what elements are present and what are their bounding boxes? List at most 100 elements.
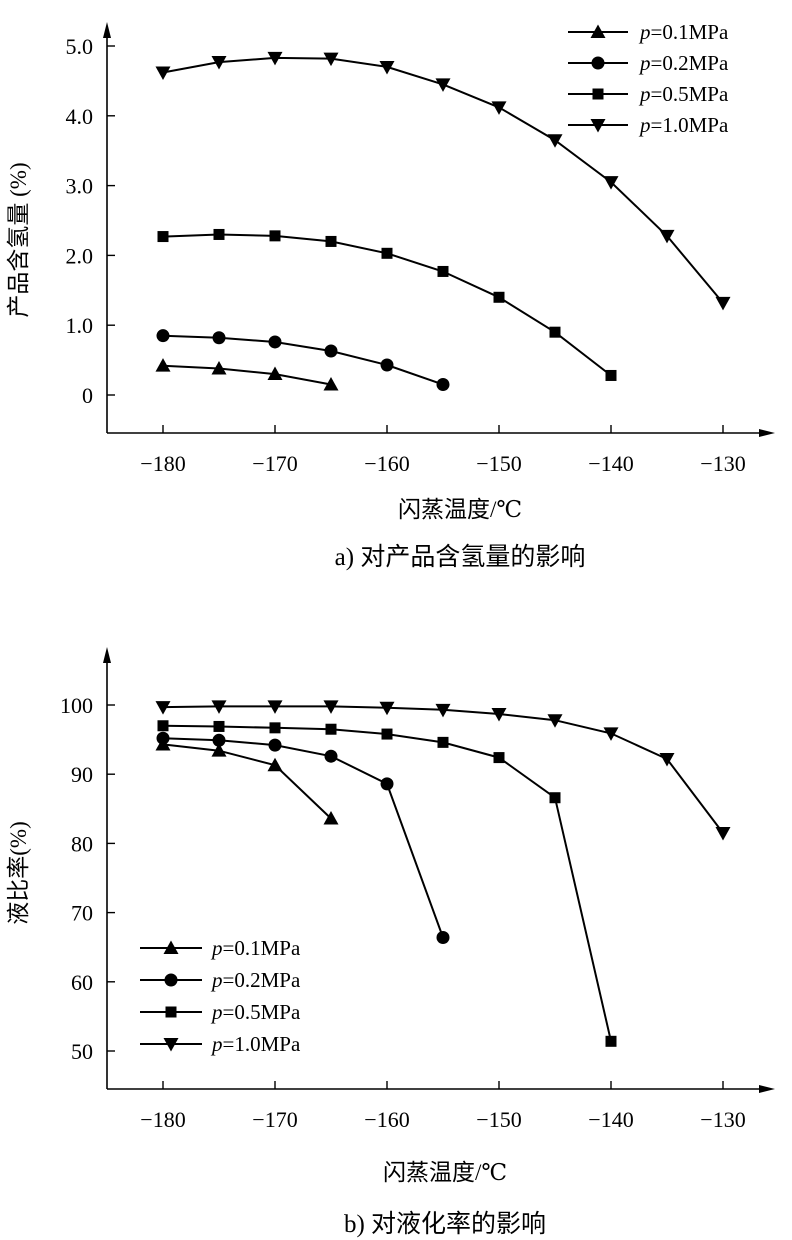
data-point: [379, 60, 395, 75]
data-point: [491, 707, 507, 722]
legend-marker: [590, 119, 606, 133]
legend-entry: p=0.2MPa: [638, 51, 729, 75]
panel-a-hydrogen-content: −180 −170 −160 −150 −140 −130 0 1.0 2.0 3.0 4.0 5.0…: [6, 20, 775, 571]
data-point: [324, 749, 338, 763]
data-point: [268, 738, 282, 752]
y-tick-label: 60: [71, 970, 93, 995]
data-point: [155, 358, 171, 372]
data-point: [156, 329, 170, 343]
data-point: [381, 247, 393, 259]
legend-entry: p=1.0MPa: [638, 113, 729, 137]
series-line: [162, 724, 612, 1042]
data-point: [547, 134, 563, 148]
legend-marker: [591, 56, 605, 70]
data-point: [212, 733, 226, 747]
data-point: [323, 52, 339, 67]
data-point: [211, 743, 227, 757]
data-point: [268, 335, 282, 349]
x-tick-label: −180: [140, 451, 185, 476]
series-line: [162, 743, 332, 820]
x-tick-label: −150: [476, 1107, 521, 1132]
legend-entry: p=0.2MPa: [210, 968, 301, 992]
data-point: [325, 235, 337, 247]
data-point: [155, 701, 171, 715]
panel-caption: a) 对产品含氢量的影响: [335, 543, 586, 571]
data-point: [493, 291, 505, 303]
y-tick-label: 50: [71, 1039, 93, 1064]
x-axis-arrow-icon: [759, 1085, 775, 1093]
data-point: [659, 229, 675, 244]
data-point: [437, 736, 449, 748]
panel-b-liquefaction-rate: −180 −170 −160 −150 −140 −130 50 60 70 80 90 100 p=0…: [6, 647, 775, 1238]
data-point: [323, 810, 339, 825]
x-tick-label: −170: [252, 1107, 297, 1132]
data-point: [211, 360, 227, 375]
data-point: [156, 731, 170, 745]
data-point: [211, 700, 227, 714]
data-point: [269, 230, 281, 242]
x-axis-title: 闪蒸温度/℃: [383, 1160, 507, 1185]
data-point: [323, 700, 339, 714]
y-tick-label: 5.0: [66, 34, 94, 59]
data-point: [157, 720, 169, 732]
data-point: [605, 1035, 617, 1047]
data-point: [212, 331, 226, 345]
data-point: [380, 777, 394, 791]
data-point: [267, 366, 283, 381]
data-point: [323, 377, 339, 391]
data-point: [436, 931, 450, 945]
x-tick-label: −130: [700, 451, 745, 476]
data-point: [493, 752, 505, 764]
data-point: [715, 827, 731, 841]
data-point: [605, 369, 617, 381]
y-tick-label: 4.0: [66, 104, 94, 129]
y-tick-label: 70: [71, 901, 93, 926]
data-point: [547, 714, 563, 728]
y-axis-title: 产品含氢量 (%): [6, 162, 31, 317]
data-point: [435, 78, 451, 92]
data-point: [437, 265, 449, 277]
x-tick-label: −160: [364, 451, 409, 476]
data-point: [549, 326, 561, 338]
data-point: [213, 720, 225, 732]
data-point: [157, 231, 169, 243]
legend-marker: [163, 1038, 179, 1052]
y-tick-label: 2.0: [66, 243, 94, 268]
legend-entry: p=0.5MPa: [210, 1000, 301, 1024]
x-tick-label: −130: [700, 1107, 745, 1132]
data-point: [491, 101, 507, 115]
y-axis-title: 液比率(%): [6, 821, 31, 924]
legend-marker: [590, 24, 606, 38]
data-point: [379, 701, 395, 716]
data-point: [325, 723, 337, 735]
data-point: [436, 378, 450, 392]
data-point: [269, 722, 281, 734]
y-tick-label: 1.0: [66, 313, 94, 338]
y-tick-label: 90: [71, 762, 93, 787]
x-tick-label: −170: [252, 451, 297, 476]
legend-marker: [163, 940, 179, 954]
legend-marker: [164, 973, 178, 987]
data-point: [267, 51, 283, 66]
x-tick-label: −160: [364, 1107, 409, 1132]
panel-caption: b) 对液化率的影响: [344, 1210, 546, 1238]
legend-marker: [592, 88, 604, 100]
data-point: [211, 56, 227, 70]
series-line: [162, 334, 444, 386]
data-point: [715, 296, 731, 311]
series-line: [162, 364, 332, 386]
x-axis-title: 闪蒸温度/℃: [398, 497, 522, 522]
data-point: [324, 344, 338, 358]
series-line: [162, 705, 724, 834]
legend-entry: p=0.1MPa: [210, 936, 301, 960]
legend-marker: [165, 1006, 177, 1018]
data-point: [380, 358, 394, 372]
data-point: [213, 228, 225, 240]
x-tick-label: −140: [588, 451, 633, 476]
y-tick-label: 100: [60, 693, 93, 718]
x-tick-label: −180: [140, 1107, 185, 1132]
y-tick-label: 80: [71, 831, 93, 856]
x-axis-arrow-icon: [759, 429, 775, 437]
data-point: [603, 176, 619, 190]
y-tick-label: 3.0: [66, 174, 94, 199]
